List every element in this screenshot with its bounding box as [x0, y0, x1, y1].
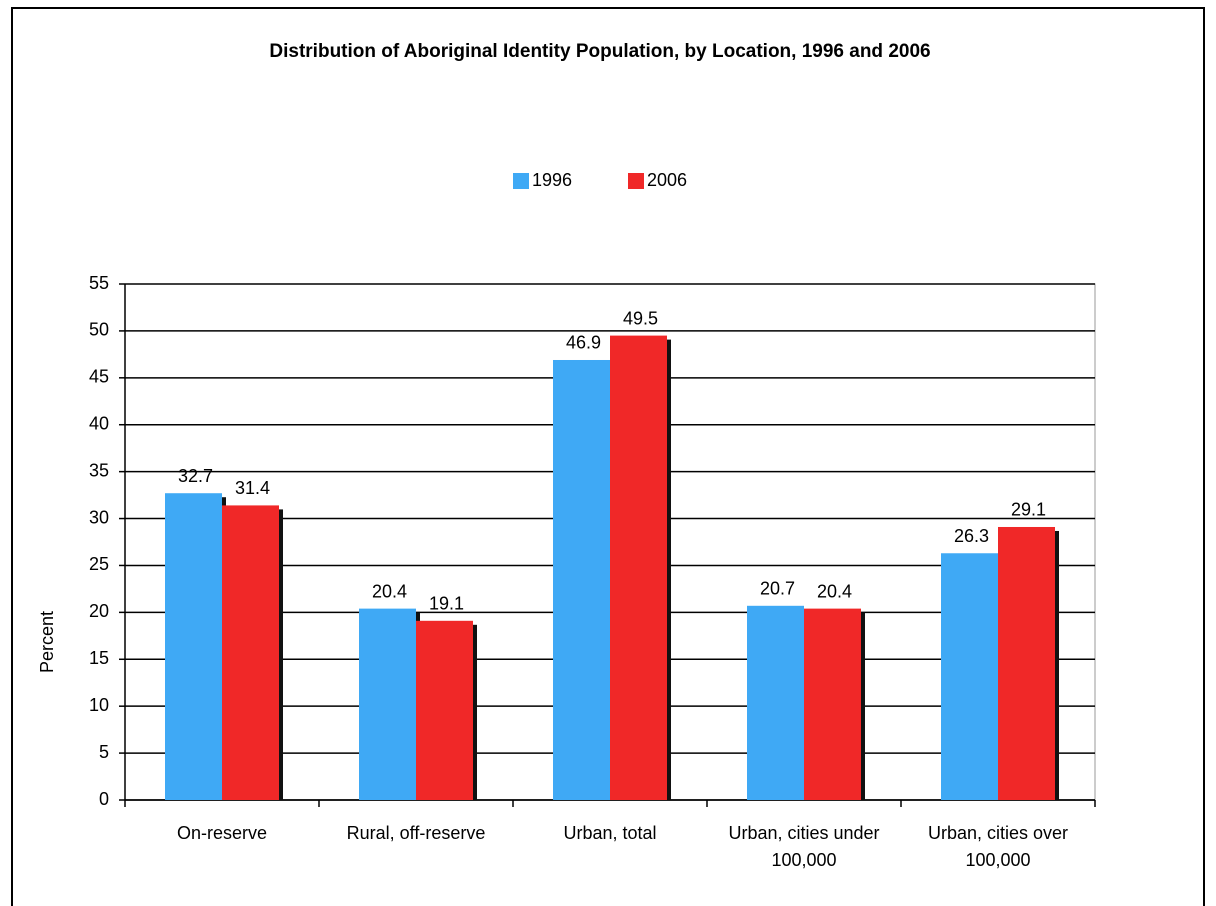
bar	[941, 553, 998, 800]
legend-label: 2006	[647, 170, 687, 190]
bar	[165, 493, 222, 800]
x-tick-label: Rural, off-reserve	[346, 823, 486, 843]
data-label: 20.4	[817, 581, 852, 601]
bar	[416, 620, 473, 800]
y-axis-label: Percent	[37, 611, 57, 673]
y-tick-label: 20	[89, 601, 109, 621]
data-label: 32.7	[178, 466, 213, 486]
x-tick-label: Urban, cities over 100,000	[927, 823, 1069, 870]
y-tick-label: 40	[89, 413, 109, 433]
y-tick-label: 15	[89, 648, 109, 668]
bar	[610, 335, 667, 800]
x-tick-label: Urban, total	[563, 823, 657, 843]
y-tick-label: 5	[99, 742, 109, 762]
data-label: 19.1	[429, 594, 464, 614]
y-tick-label: 55	[89, 273, 109, 293]
bar	[553, 359, 610, 800]
legend-swatch	[628, 173, 644, 189]
data-label: 20.4	[372, 581, 407, 601]
y-tick-label: 35	[89, 460, 109, 480]
data-label: 26.3	[954, 526, 989, 546]
data-label: 20.7	[760, 579, 795, 599]
data-label: 49.5	[623, 308, 658, 328]
x-tick-label: On-reserve	[176, 823, 268, 843]
data-label: 29.1	[1011, 500, 1046, 520]
bar	[222, 505, 279, 800]
y-tick-label: 0	[99, 789, 109, 809]
legend-swatch	[513, 173, 529, 189]
y-tick-label: 25	[89, 554, 109, 574]
bar	[747, 605, 804, 800]
y-tick-label: 30	[89, 507, 109, 527]
bar	[359, 608, 416, 800]
chart-frame	[11, 7, 1205, 906]
chart-title: Distribution of Aboriginal Identity Popu…	[269, 41, 930, 62]
data-label: 31.4	[235, 478, 270, 498]
legend-label: 1996	[532, 170, 572, 190]
y-tick-label: 50	[89, 320, 109, 340]
data-label: 46.9	[566, 333, 601, 353]
x-tick-label: Urban, cities under 100,000	[728, 823, 880, 870]
bar	[804, 608, 861, 800]
y-tick-label: 45	[89, 367, 109, 387]
bar	[998, 526, 1055, 800]
y-tick-label: 10	[89, 695, 109, 715]
